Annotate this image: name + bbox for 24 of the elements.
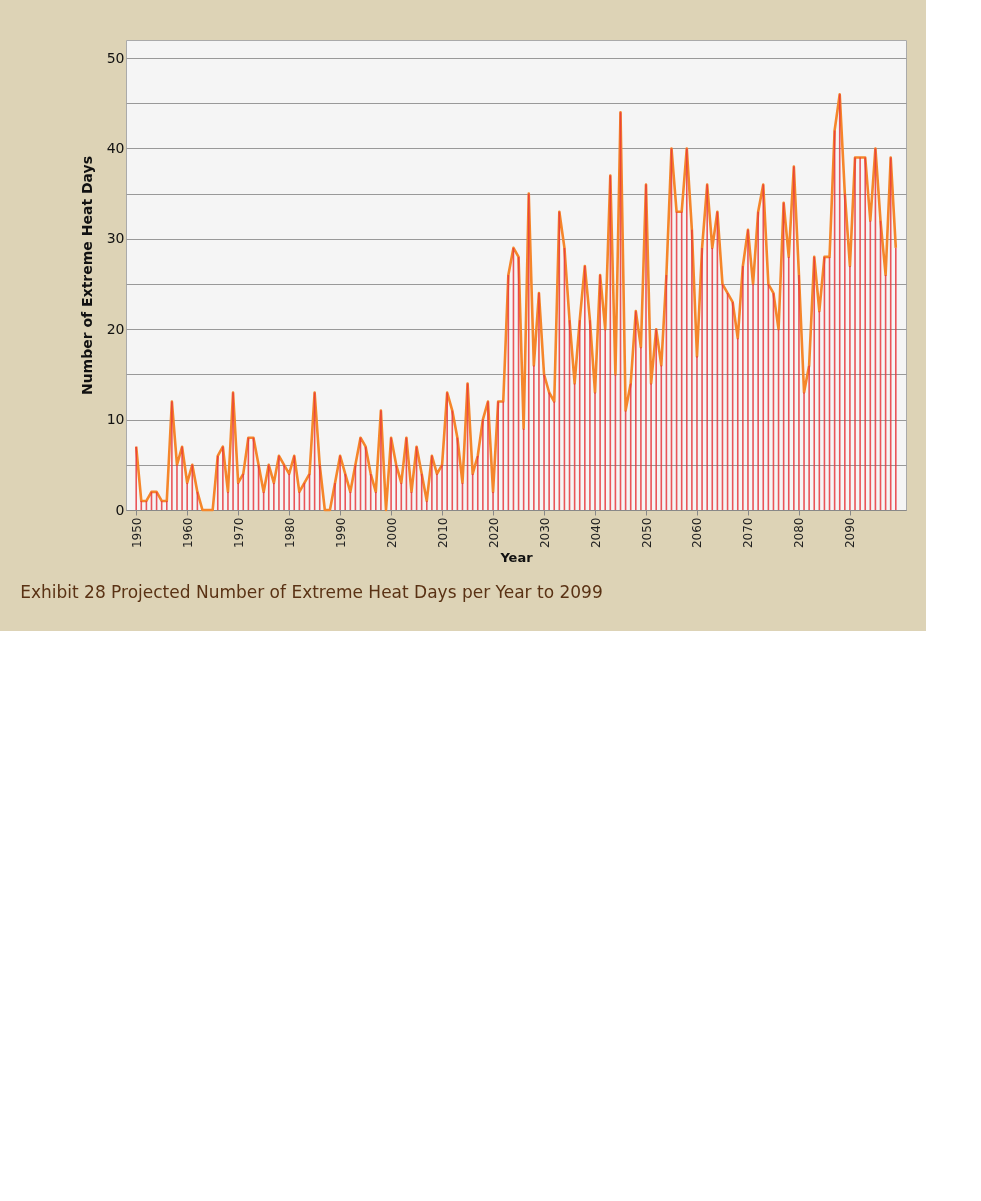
- x-tick-label: 2050: [639, 517, 654, 549]
- y-tick-label: 30: [106, 230, 125, 247]
- x-tick-label: 2070: [741, 517, 756, 549]
- y-tick-label: 0: [115, 501, 125, 518]
- x-tick-label: 2040: [588, 517, 603, 549]
- x-axis-title: Year: [499, 550, 534, 566]
- x-tick-label: 2020: [486, 517, 501, 549]
- text: Exhibit 28 Projected Number of Extreme Heat Days per Year to 2099: [20, 581, 603, 602]
- y-tick-label: 40: [106, 139, 125, 156]
- y-axis-title: Number of Extreme Heat Days: [78, 155, 95, 396]
- x-tick-label: 2090: [843, 517, 858, 549]
- x-tick-label: 1970: [231, 517, 246, 549]
- x-tick-label: 2060: [690, 517, 705, 549]
- x-tick-label: 1960: [180, 517, 195, 549]
- x-tick-label: 2000: [384, 517, 399, 549]
- x-tick-label: 2030: [537, 517, 552, 549]
- y-tick-label: 20: [106, 320, 125, 337]
- x-tick-label: 1980: [282, 517, 297, 549]
- y-tick-label: 10: [106, 411, 125, 428]
- x-tick-label: 2010: [435, 517, 450, 549]
- x-tick-label: 1950: [129, 517, 144, 549]
- x-tick-label: 1990: [333, 517, 348, 549]
- y-tick-label: 50: [106, 49, 125, 66]
- x-tick-label: 2080: [792, 517, 807, 549]
